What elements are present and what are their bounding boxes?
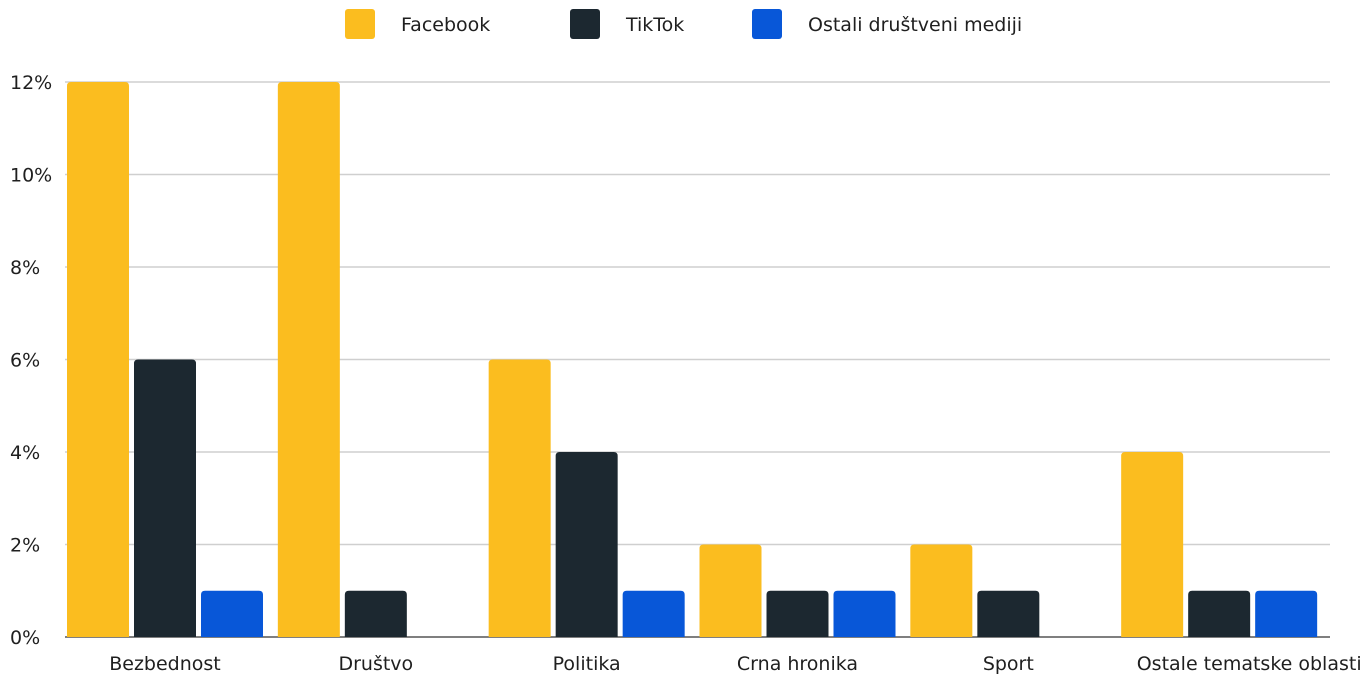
bar-tiktok-0 bbox=[134, 359, 196, 637]
gridlines bbox=[65, 81, 1330, 638]
x-axis-categories: Bezbednost Društvo Politika Crna hronika Spo… bbox=[109, 653, 1361, 675]
y-tick-label: 0% bbox=[10, 627, 40, 649]
bar-facebook-1 bbox=[277, 82, 340, 637]
y-tick-label: 8% bbox=[10, 257, 40, 279]
x-category-label: Politika bbox=[553, 653, 621, 675]
y-tick-label: 2% bbox=[10, 535, 40, 557]
bar-facebook-5 bbox=[1121, 452, 1184, 637]
bar-ostali-dru-tveni-mediji-0 bbox=[201, 590, 263, 637]
x-category-label: Društvo bbox=[338, 653, 413, 675]
y-tick-label: 4% bbox=[10, 442, 40, 464]
legend-swatch-2 bbox=[752, 9, 782, 39]
bar-tiktok-4 bbox=[977, 590, 1040, 637]
legend-label-2: Ostali društveni mediji bbox=[808, 14, 1022, 36]
bar-facebook-4 bbox=[910, 544, 973, 637]
y-tick-label: 10% bbox=[10, 165, 52, 187]
x-category-label: Sport bbox=[983, 653, 1034, 675]
legend-label-1: TikTok bbox=[625, 14, 684, 36]
y-tick-label: 6% bbox=[10, 350, 40, 372]
bar-tiktok-1 bbox=[344, 590, 407, 637]
bar-tiktok-2 bbox=[555, 452, 618, 637]
bar-ostali-dru-tveni-mediji-3 bbox=[833, 590, 896, 637]
legend-swatch-0 bbox=[345, 9, 375, 39]
y-axis-ticks: 0% 2% 4% 6% 8% 10% 12% bbox=[10, 72, 52, 649]
legend-swatch-1 bbox=[570, 9, 600, 39]
bar-facebook-0 bbox=[67, 82, 129, 637]
y-tick-label: 12% bbox=[10, 72, 52, 94]
bar-facebook-3 bbox=[699, 544, 762, 637]
legend-label-0: Facebook bbox=[401, 14, 490, 36]
bar-ostali-dru-tveni-mediji-2 bbox=[622, 590, 685, 637]
x-category-label: Ostale tematske oblasti bbox=[1137, 653, 1362, 675]
bars bbox=[67, 82, 1318, 637]
x-category-label: Bezbednost bbox=[109, 653, 221, 675]
x-category-label: Crna hronika bbox=[737, 653, 858, 675]
legend: Facebook TikTok Ostali društveni mediji bbox=[345, 9, 1022, 39]
bar-facebook-2 bbox=[488, 359, 551, 637]
bar-tiktok-5 bbox=[1188, 590, 1251, 637]
bar-tiktok-3 bbox=[766, 590, 829, 637]
bar-ostali-dru-tveni-mediji-5 bbox=[1255, 590, 1318, 637]
